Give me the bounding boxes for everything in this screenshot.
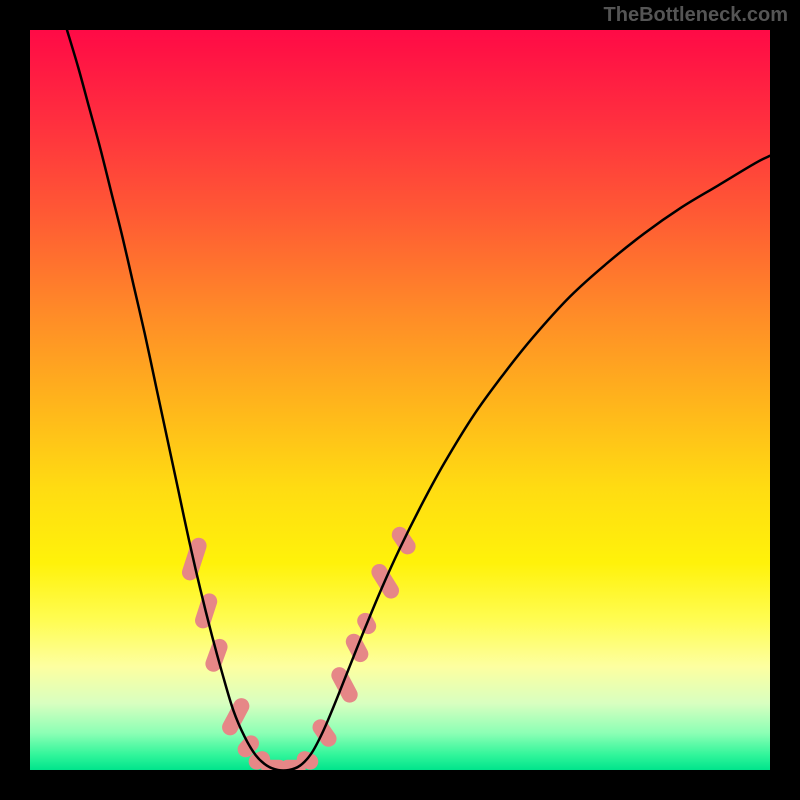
data-marker xyxy=(329,664,361,705)
plot-area xyxy=(30,30,770,770)
chart-svg xyxy=(30,30,770,770)
data-marker xyxy=(309,716,339,750)
watermark-text: TheBottleneck.com xyxy=(604,4,788,27)
bottleneck-curve xyxy=(67,30,770,770)
chart-container: TheBottleneck.com xyxy=(0,0,800,800)
